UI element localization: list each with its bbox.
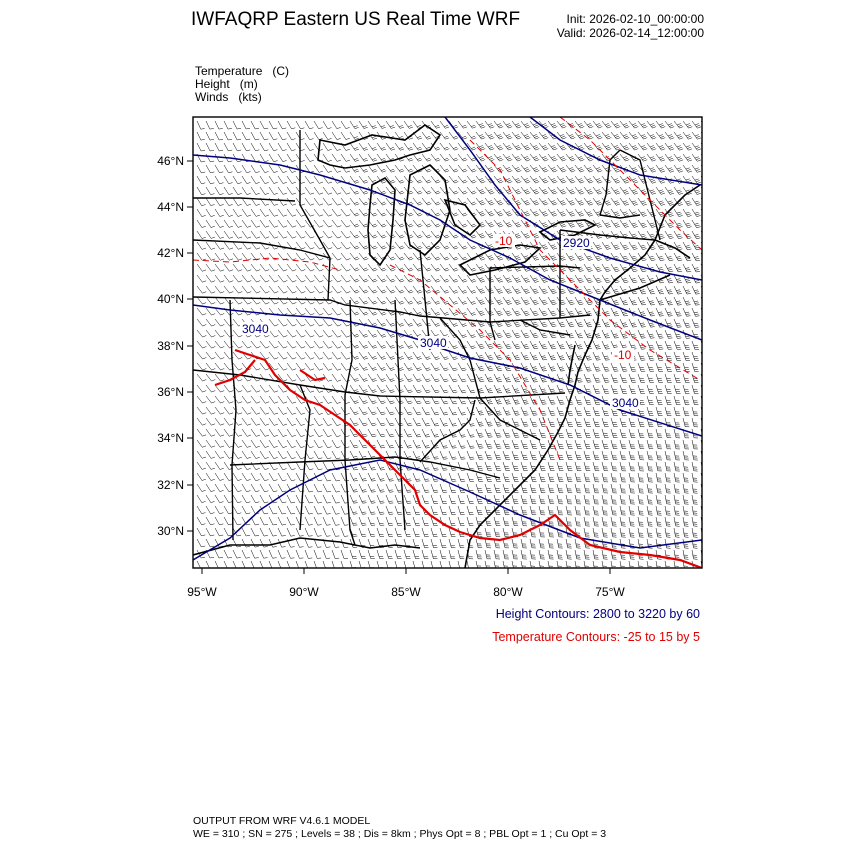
lat-label-42: 42°N <box>157 246 184 260</box>
model-output-line: OUTPUT FROM WRF V4.6.1 MODEL <box>193 815 371 827</box>
height-label-east: 3040 <box>612 396 639 410</box>
axis-ticks <box>187 160 611 574</box>
temperature-contours <box>193 117 702 461</box>
coastlines <box>193 124 701 568</box>
field-temperature: Temperature (C) <box>195 64 290 78</box>
lat-label-44: 44°N <box>157 200 184 214</box>
lon-label-90: 90°W <box>289 585 319 599</box>
temperature-contours-bold <box>214 348 702 568</box>
field-height: Height (m) <box>195 77 258 91</box>
lat-label-32: 32°N <box>157 478 184 492</box>
plot-title: IWFAQRP Eastern US Real Time WRF <box>191 9 521 30</box>
init-time: Init: 2026-02-10_00:00:00 <box>566 12 704 26</box>
lat-label-36: 36°N <box>157 385 184 399</box>
lat-label-30: 30°N <box>157 524 184 538</box>
lon-label-85: 85°W <box>391 585 421 599</box>
wind-barbs <box>196 120 702 568</box>
lon-label-95: 95°W <box>187 585 217 599</box>
wind-barb-field <box>196 120 702 568</box>
height-label-central: 3040 <box>420 336 447 350</box>
temperature-contour-legend: Temperature Contours: -25 to 15 by 5 <box>492 630 700 644</box>
lon-label-80: 80°W <box>493 585 523 599</box>
height-contour-legend: Height Contours: 2800 to 3220 by 60 <box>495 607 700 621</box>
lat-label-46: 46°N <box>157 154 184 168</box>
map-frame <box>192 116 703 569</box>
model-config-line: WE = 310 ; SN = 275 ; Levels = 38 ; Dis … <box>193 828 607 840</box>
lon-label-75: 75°W <box>595 585 625 599</box>
lat-label-38: 38°N <box>157 339 184 353</box>
state-boundaries <box>193 130 661 546</box>
temperature-label-north: -10 <box>495 234 513 248</box>
height-label-northeast: 2920 <box>563 236 590 250</box>
field-winds: Winds (kts) <box>195 90 262 104</box>
lat-label-40: 40°N <box>157 292 184 306</box>
valid-time: Valid: 2026-02-14_12:00:00 <box>556 26 704 40</box>
lat-label-34: 34°N <box>157 431 184 445</box>
height-label-west: 3040 <box>242 322 269 336</box>
temperature-label-east: -10 <box>614 348 632 362</box>
